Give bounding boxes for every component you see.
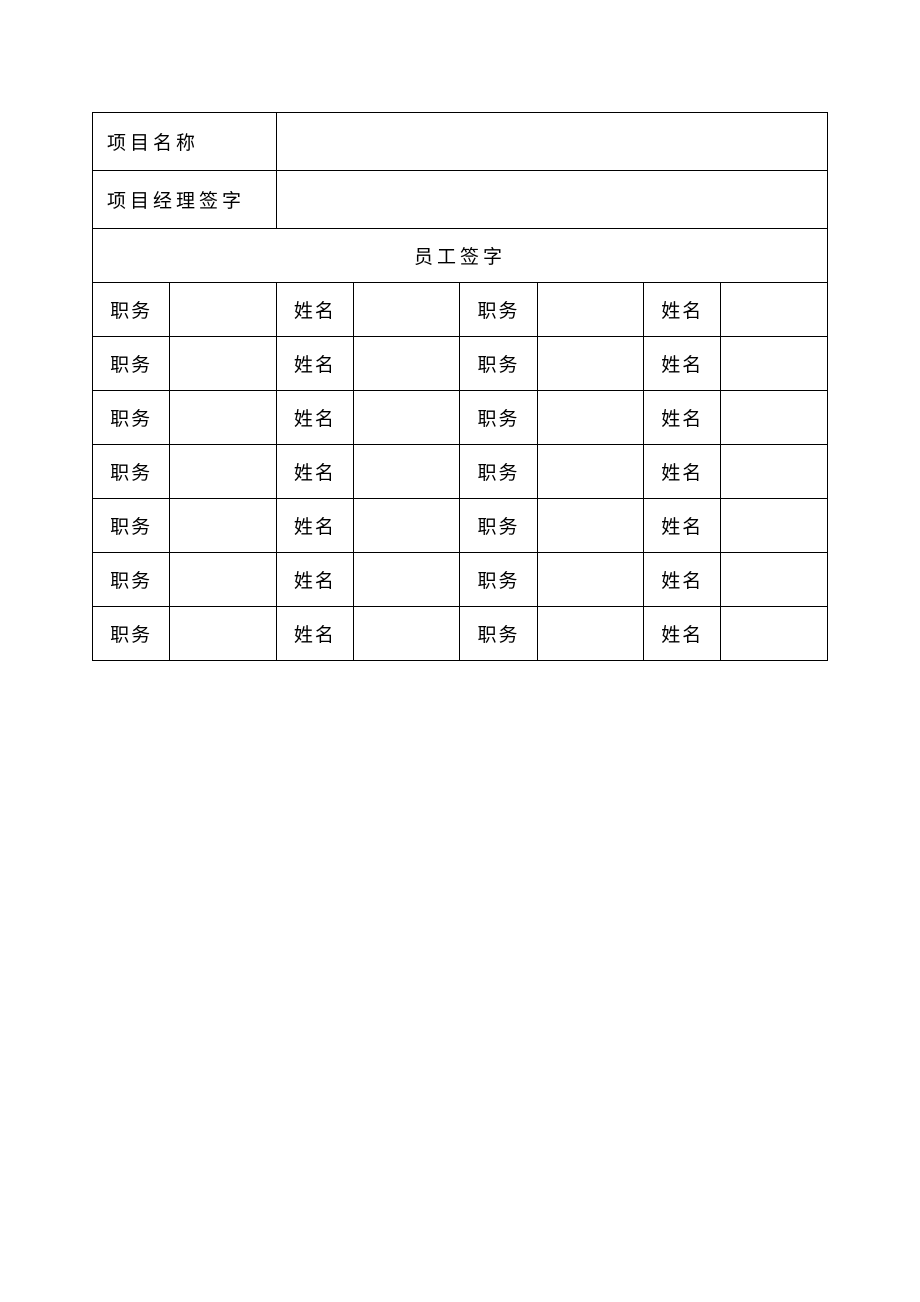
name-value xyxy=(353,499,460,553)
name-value xyxy=(353,337,460,391)
name-label: 姓名 xyxy=(276,607,353,661)
name-label: 姓名 xyxy=(644,391,721,445)
section-title-row: 员工签字 xyxy=(93,229,828,283)
position-value xyxy=(537,337,644,391)
name-label: 姓名 xyxy=(276,553,353,607)
name-label: 姓名 xyxy=(644,607,721,661)
position-value xyxy=(170,337,277,391)
sign-row: 职务 姓名 职务 姓名 xyxy=(93,553,828,607)
name-value xyxy=(721,607,828,661)
position-value xyxy=(537,445,644,499)
position-label: 职务 xyxy=(93,337,170,391)
name-value xyxy=(353,553,460,607)
position-label: 职务 xyxy=(460,391,537,445)
position-value xyxy=(537,499,644,553)
position-label: 职务 xyxy=(93,499,170,553)
pm-sign-label: 项目经理签字 xyxy=(93,171,277,229)
name-label: 姓名 xyxy=(644,499,721,553)
name-value xyxy=(721,553,828,607)
sign-row: 职务 姓名 职务 姓名 xyxy=(93,391,828,445)
position-label: 职务 xyxy=(93,391,170,445)
position-value xyxy=(170,445,277,499)
position-value xyxy=(537,391,644,445)
position-value xyxy=(170,283,277,337)
name-label: 姓名 xyxy=(276,337,353,391)
name-value xyxy=(353,283,460,337)
name-value xyxy=(721,445,828,499)
position-label: 职务 xyxy=(460,607,537,661)
position-value xyxy=(170,391,277,445)
section-title: 员工签字 xyxy=(93,229,828,283)
name-label: 姓名 xyxy=(644,445,721,499)
project-name-value xyxy=(276,113,827,171)
project-name-row: 项目名称 xyxy=(93,113,828,171)
pm-sign-value xyxy=(276,171,827,229)
position-label: 职务 xyxy=(460,283,537,337)
name-label: 姓名 xyxy=(276,283,353,337)
name-label: 姓名 xyxy=(276,391,353,445)
position-label: 职务 xyxy=(460,553,537,607)
sign-row: 职务 姓名 职务 姓名 xyxy=(93,607,828,661)
position-value xyxy=(170,499,277,553)
position-label: 职务 xyxy=(460,337,537,391)
position-value xyxy=(537,283,644,337)
name-value xyxy=(721,337,828,391)
name-value xyxy=(721,499,828,553)
position-value xyxy=(537,553,644,607)
name-value xyxy=(353,445,460,499)
pm-sign-row: 项目经理签字 xyxy=(93,171,828,229)
position-label: 职务 xyxy=(460,445,537,499)
name-value xyxy=(721,391,828,445)
project-name-label: 项目名称 xyxy=(93,113,277,171)
sign-row: 职务 姓名 职务 姓名 xyxy=(93,445,828,499)
name-label: 姓名 xyxy=(276,499,353,553)
position-value xyxy=(170,553,277,607)
signature-table: 项目名称 项目经理签字 员工签字 职务 姓名 职务 姓名 职务 xyxy=(92,112,828,661)
name-label: 姓名 xyxy=(644,283,721,337)
position-label: 职务 xyxy=(460,499,537,553)
name-label: 姓名 xyxy=(644,337,721,391)
position-value xyxy=(537,607,644,661)
position-label: 职务 xyxy=(93,283,170,337)
position-label: 职务 xyxy=(93,553,170,607)
sign-row: 职务 姓名 职务 姓名 xyxy=(93,337,828,391)
name-value xyxy=(353,607,460,661)
position-label: 职务 xyxy=(93,445,170,499)
name-value xyxy=(721,283,828,337)
position-label: 职务 xyxy=(93,607,170,661)
position-value xyxy=(170,607,277,661)
sign-row: 职务 姓名 职务 姓名 xyxy=(93,283,828,337)
name-value xyxy=(353,391,460,445)
name-label: 姓名 xyxy=(644,553,721,607)
sign-row: 职务 姓名 职务 姓名 xyxy=(93,499,828,553)
name-label: 姓名 xyxy=(276,445,353,499)
page-container: 项目名称 项目经理签字 员工签字 职务 姓名 职务 姓名 职务 xyxy=(0,0,920,661)
